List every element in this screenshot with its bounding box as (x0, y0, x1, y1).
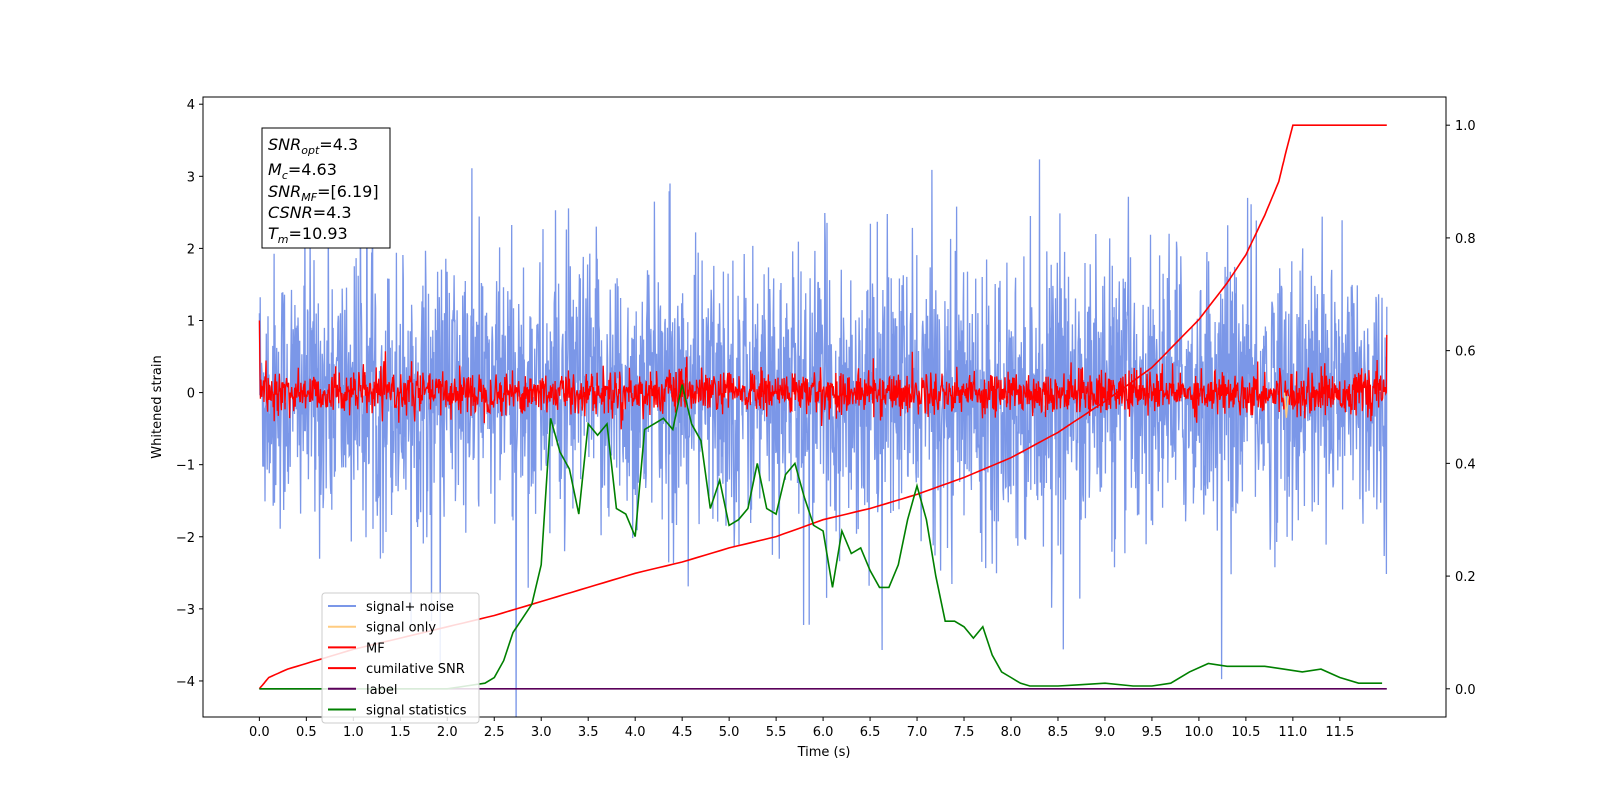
y-left-tick-label: −3 (176, 603, 195, 618)
y-axis-title: Whitened strain (150, 355, 165, 458)
info-snr-opt: SNRopt=4.3 (268, 135, 358, 157)
y-right-tick-label: 0.8 (1455, 232, 1476, 247)
x-tick-label: 9.5 (1142, 725, 1163, 740)
info-csnr: CSNR=4.3 (268, 203, 352, 222)
x-tick-label: 8.0 (1001, 725, 1022, 740)
series-mf (258, 320, 1388, 430)
legend-item: label (328, 683, 397, 698)
info-box: SNRopt=4.3 Mc=4.63 SNRMF=[6.19] CSNR=4.3… (261, 127, 391, 249)
y-right-tick-label: 0.0 (1455, 683, 1476, 698)
x-tick-label: 9.0 (1095, 725, 1116, 740)
y-left-tick-label: −1 (176, 459, 195, 474)
x-axis-title: Time (s) (797, 745, 851, 760)
y-right-tick-label: 1.0 (1455, 119, 1476, 134)
legend-item: signal+ noise (328, 600, 454, 615)
legend-frame (321, 592, 480, 724)
x-tick-label: 4.0 (625, 725, 646, 740)
y-left-tick-label: −2 (176, 531, 195, 546)
x-tick-label: 3.5 (578, 725, 599, 740)
legend-label: label (366, 683, 397, 698)
plot-frame (202, 96, 1447, 718)
x-axis: 0.0 0.5 1.0 1.5 2.0 2.5 3.0 3.5 4.0 4.5 5.0 5.5 6.0 6… (249, 717, 1354, 740)
x-tick-label: 5.0 (719, 725, 740, 740)
mf-line (258, 320, 1388, 430)
x-tick-label: 6.5 (860, 725, 881, 740)
info-chirp-mass: Mc=4.63 (268, 160, 337, 182)
y-right-tick-label: 0.6 (1455, 345, 1476, 360)
x-tick-label: 2.5 (484, 725, 505, 740)
x-tick-label: 3.0 (531, 725, 552, 740)
x-tick-label: 11.0 (1278, 725, 1307, 740)
legend-item: cumilative SNR (328, 662, 465, 677)
legend-label: signal statistics (366, 704, 467, 719)
y-left-tick-label: 2 (187, 242, 195, 257)
legend-label: cumilative SNR (366, 662, 465, 677)
x-tick-label: 1.0 (343, 725, 364, 740)
legend-item: MF (328, 641, 385, 656)
x-tick-label: 1.5 (390, 725, 411, 740)
x-tick-label: 6.0 (813, 725, 834, 740)
legend-label: signal only (366, 621, 436, 636)
x-tick-label: 0.0 (249, 725, 270, 740)
x-tick-label: 2.0 (437, 725, 458, 740)
y-left-tick-label: 1 (187, 314, 195, 329)
x-tick-label: 0.5 (296, 725, 317, 740)
series-signal-noise (258, 131, 1388, 717)
y-left-tick-label: −4 (176, 675, 195, 690)
y-right-tick-label: 0.2 (1455, 570, 1476, 585)
y-left-tick-label: 0 (187, 387, 195, 402)
x-tick-label: 5.5 (766, 725, 787, 740)
x-tick-label: 10.5 (1231, 725, 1260, 740)
x-tick-label: 11.5 (1325, 725, 1354, 740)
signal-only-line (1283, 392, 1289, 418)
info-merger-time: Tm=10.93 (268, 224, 348, 246)
info-box-frame (261, 127, 391, 249)
y-left-tick-label: 3 (187, 170, 195, 185)
x-tick-label: 7.0 (907, 725, 928, 740)
legend: signal+ noise signal only MF cumilative SNR… (321, 592, 480, 724)
y-left-tick-label: 4 (187, 98, 195, 113)
legend-label: signal+ noise (366, 600, 454, 615)
legend-item: signal statistics (328, 704, 467, 719)
x-tick-label: 10.0 (1184, 725, 1213, 740)
signal-noise-line (258, 131, 1388, 717)
y-right-tick-label: 0.4 (1455, 457, 1476, 472)
legend-item: signal only (328, 621, 436, 636)
y-axis-left: 4 3 2 1 0 −1 −2 −3 −4 (176, 98, 203, 690)
info-snr-mf: SNRMF=[6.19] (268, 182, 379, 204)
x-tick-label: 7.5 (954, 725, 975, 740)
signal-statistics-line (259, 384, 1383, 690)
legend-label: MF (366, 641, 385, 656)
x-tick-label: 4.5 (672, 725, 693, 740)
y-axis-right: 1.0 0.8 0.6 0.4 0.2 0.0 (1446, 119, 1476, 698)
x-tick-label: 8.5 (1048, 725, 1069, 740)
